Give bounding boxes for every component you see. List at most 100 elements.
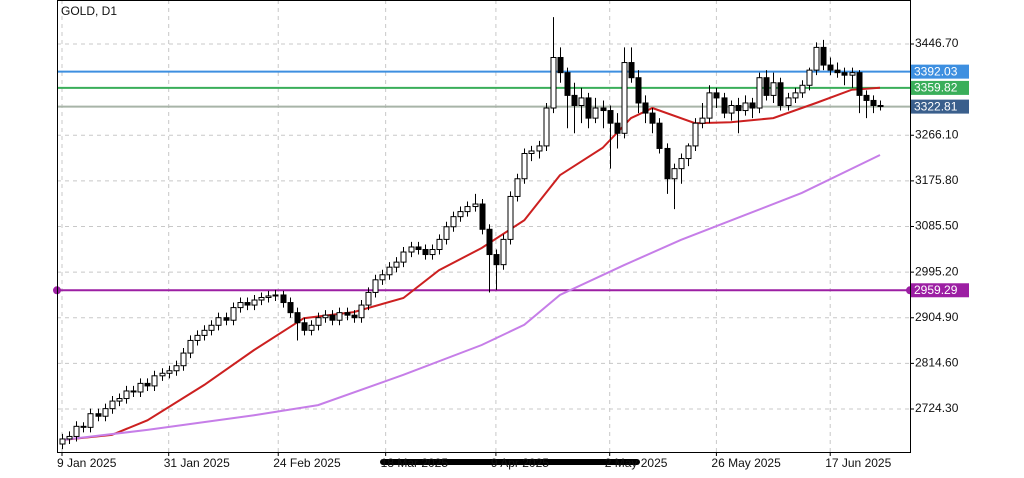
y-tick-label: 3446.70 bbox=[915, 36, 959, 50]
candle-body bbox=[841, 72, 848, 76]
candle-body bbox=[80, 425, 87, 428]
candle-body bbox=[799, 84, 806, 94]
candle-body bbox=[130, 390, 137, 393]
candle-body bbox=[763, 77, 770, 96]
candle-body bbox=[806, 69, 813, 86]
candle-body bbox=[849, 72, 856, 76]
candle-body bbox=[180, 352, 187, 367]
chart-title: GOLD, D1 bbox=[61, 4, 117, 18]
y-tick-label: 2995.20 bbox=[915, 264, 959, 278]
candle-body bbox=[415, 246, 422, 250]
candle-body bbox=[777, 82, 784, 106]
candle-body bbox=[351, 314, 358, 319]
candle-body bbox=[109, 400, 116, 410]
candle-body bbox=[664, 147, 671, 180]
x-tick-label: 26 May 2025 bbox=[711, 456, 781, 470]
candle-body bbox=[500, 238, 507, 266]
candle-body bbox=[792, 92, 799, 99]
candle-body bbox=[59, 438, 66, 445]
candle-body bbox=[728, 104, 735, 114]
candle-body bbox=[592, 107, 599, 119]
candle-body bbox=[208, 324, 215, 331]
candle-body bbox=[607, 110, 614, 124]
candle-body bbox=[336, 312, 343, 321]
level-label-bg bbox=[911, 80, 969, 95]
candle-body bbox=[464, 206, 471, 213]
candle-body bbox=[671, 168, 678, 180]
scrollbar[interactable] bbox=[380, 459, 640, 465]
level-label-bg bbox=[911, 99, 969, 114]
candle-body bbox=[472, 203, 479, 208]
candle-body bbox=[358, 304, 365, 319]
candle-body bbox=[600, 107, 607, 112]
candle-body bbox=[144, 382, 151, 387]
candle-body bbox=[66, 435, 73, 440]
candle-body bbox=[514, 178, 521, 197]
candle-body bbox=[151, 375, 158, 387]
candle-body bbox=[443, 226, 450, 240]
candle-body bbox=[493, 254, 500, 266]
candle-body bbox=[785, 97, 792, 106]
candle-body bbox=[379, 274, 386, 281]
candle-body bbox=[173, 365, 180, 372]
candle-body bbox=[614, 122, 621, 134]
candle-body bbox=[536, 145, 543, 152]
candle-body bbox=[137, 382, 144, 393]
y-tick-label: 3175.80 bbox=[915, 173, 959, 187]
candle-body bbox=[870, 99, 877, 106]
candle-body bbox=[578, 97, 585, 106]
candle-body bbox=[258, 296, 265, 301]
candle-body bbox=[742, 102, 749, 112]
candle-body bbox=[827, 64, 834, 71]
candle-body bbox=[237, 302, 244, 309]
candle-body bbox=[685, 145, 692, 160]
candle-body bbox=[635, 77, 642, 104]
plot-frame bbox=[57, 0, 911, 453]
level-label: 3359.82 bbox=[914, 81, 958, 95]
y-tick-label: 3266.10 bbox=[915, 127, 959, 141]
candle-body bbox=[265, 295, 272, 298]
y-tick-label: 3085.50 bbox=[915, 219, 959, 233]
y-tick-label: 2904.90 bbox=[915, 310, 959, 324]
candle-body bbox=[280, 294, 287, 304]
candle-body bbox=[429, 248, 436, 256]
candle-body bbox=[656, 122, 663, 149]
candle-body bbox=[713, 92, 720, 99]
candle-body bbox=[123, 390, 130, 400]
candle-body bbox=[386, 266, 393, 276]
moving-average bbox=[61, 154, 881, 441]
y-tick-label: 2724.30 bbox=[915, 401, 959, 415]
candle-body bbox=[223, 317, 230, 321]
candle-body bbox=[272, 294, 279, 297]
candle-body bbox=[834, 69, 841, 74]
candle-body bbox=[365, 291, 372, 306]
candle-body bbox=[756, 77, 763, 109]
candle-body bbox=[721, 97, 728, 114]
candle-body bbox=[166, 370, 173, 374]
candle-body bbox=[571, 94, 578, 106]
candle-body bbox=[329, 314, 336, 321]
candle-body bbox=[408, 246, 415, 253]
candle-body bbox=[528, 150, 535, 154]
candle-body bbox=[393, 261, 400, 268]
candle-body bbox=[585, 97, 592, 119]
candle-body bbox=[550, 56, 557, 109]
candle-body bbox=[87, 413, 94, 428]
candle-body bbox=[557, 56, 564, 74]
candle-body bbox=[649, 112, 656, 124]
candle-body bbox=[194, 334, 201, 341]
candle-body bbox=[230, 307, 237, 321]
candle-body bbox=[422, 248, 429, 256]
candle-body bbox=[628, 62, 635, 79]
x-tick-label: 2 May 2025 bbox=[605, 456, 668, 470]
candle-body bbox=[436, 238, 443, 250]
x-tick-label: 17 Jun 2025 bbox=[825, 456, 891, 470]
candle-body bbox=[479, 203, 486, 230]
candle-body bbox=[621, 62, 628, 134]
candle-body bbox=[116, 398, 123, 402]
candle-body bbox=[400, 251, 407, 263]
level-label: 2959.29 bbox=[914, 283, 958, 297]
candle-body bbox=[95, 413, 102, 417]
